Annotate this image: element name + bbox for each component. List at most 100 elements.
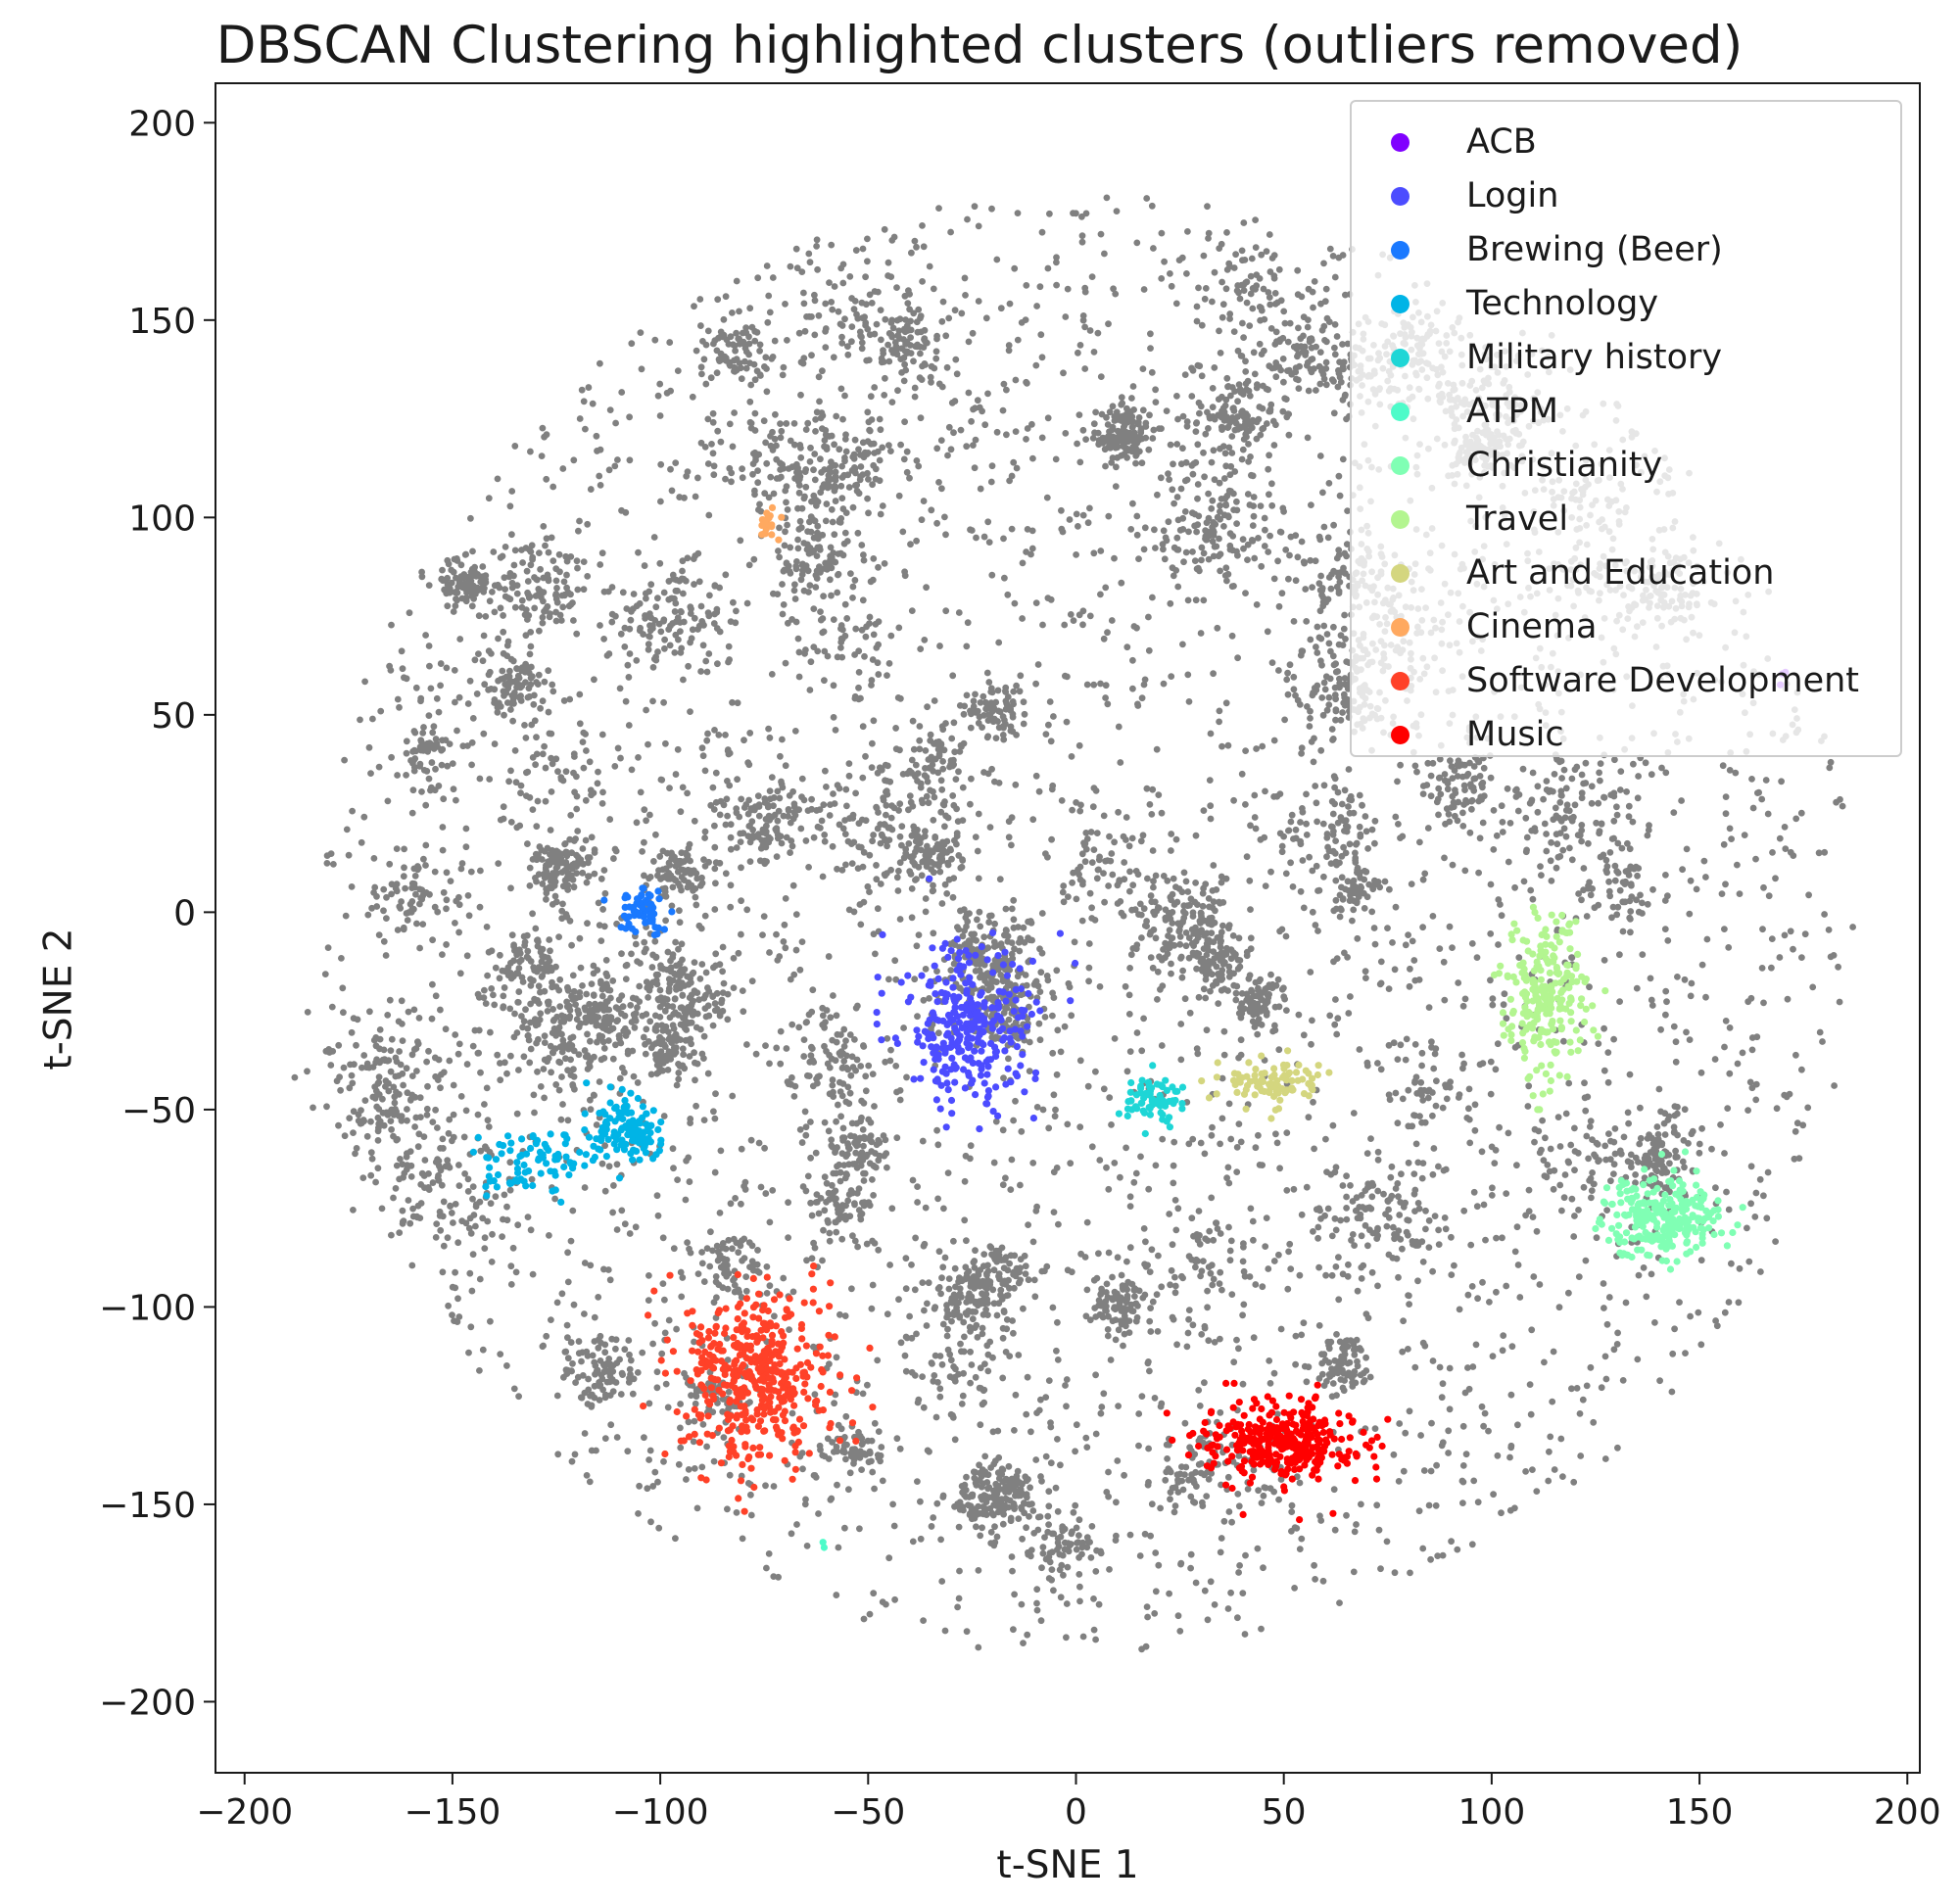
data-point: [507, 1139, 515, 1147]
data-point: [1326, 1428, 1334, 1436]
data-point: [504, 1132, 512, 1140]
data-point: [1633, 1206, 1641, 1214]
data-point: [731, 1360, 739, 1368]
data-point: [1305, 1453, 1313, 1461]
data-point: [1338, 1435, 1346, 1444]
data-point: [930, 1066, 937, 1073]
data-point: [848, 1387, 856, 1395]
data-point: [1642, 1228, 1649, 1236]
data-point: [1540, 929, 1548, 938]
data-point: [759, 1334, 767, 1342]
data-point: [792, 1374, 800, 1382]
data-point: [824, 1352, 833, 1359]
data-point: [1702, 1207, 1710, 1214]
data-point: [1252, 1437, 1260, 1445]
data-point: [1169, 1436, 1176, 1444]
data-point: [768, 523, 776, 531]
data-point: [725, 1452, 733, 1461]
data-point: [988, 1004, 996, 1012]
data-point: [583, 1079, 591, 1087]
data-point: [781, 1393, 788, 1401]
data-point: [469, 1148, 477, 1156]
data-point: [1557, 988, 1565, 997]
data-point: [1021, 1007, 1028, 1015]
data-point: [1683, 1239, 1691, 1247]
data-point: [613, 1146, 621, 1154]
data-point: [736, 1351, 744, 1359]
data-point: [1557, 1023, 1566, 1032]
data-point: [1550, 952, 1557, 960]
data-point: [650, 1287, 658, 1295]
data-point: [761, 1404, 769, 1412]
data-point: [1314, 1421, 1322, 1430]
data-point: [949, 975, 957, 982]
data-point: [975, 1060, 982, 1068]
data-point: [941, 1049, 949, 1057]
data-point: [1685, 1217, 1693, 1225]
data-point: [819, 1539, 827, 1547]
series-christianity: [1592, 1148, 1746, 1273]
data-point: [1594, 1032, 1601, 1040]
data-point: [606, 1083, 614, 1091]
data-point: [1638, 1216, 1646, 1224]
data-point: [779, 1411, 788, 1419]
data-point: [1009, 960, 1017, 969]
data-point: [726, 1448, 735, 1455]
data-point: [848, 1419, 857, 1427]
data-point: [818, 1365, 826, 1374]
data-point: [1141, 1129, 1149, 1138]
data-point: [1507, 1036, 1515, 1044]
data-point: [1661, 1191, 1669, 1199]
data-point: [1163, 1409, 1171, 1417]
data-point: [1346, 1434, 1354, 1442]
data-point: [697, 1381, 705, 1389]
data-point: [988, 928, 997, 937]
data-point: [1555, 970, 1563, 977]
data-point: [1373, 1433, 1381, 1441]
data-point: [1027, 1010, 1035, 1019]
data-point: [1249, 1404, 1257, 1412]
data-point: [695, 1339, 703, 1347]
data-point: [727, 1412, 735, 1420]
data-point: [639, 1103, 647, 1111]
data-point: [1335, 1409, 1343, 1417]
data-point: [1535, 1033, 1543, 1041]
data-point: [904, 972, 912, 979]
data-point: [937, 988, 946, 997]
data-point: [742, 1416, 750, 1424]
data-point: [1698, 1230, 1706, 1238]
data-point: [1604, 1236, 1613, 1244]
data-point: [593, 1135, 600, 1143]
data-point: [1290, 1408, 1298, 1416]
data-point: [1001, 948, 1009, 956]
data-point: [1292, 1421, 1300, 1429]
data-point: [1002, 1080, 1010, 1088]
data-point: [1576, 1036, 1584, 1044]
data-point: [1537, 967, 1545, 975]
data-point: [1542, 1070, 1550, 1077]
data-point: [1266, 1411, 1273, 1419]
data-point: [1672, 1223, 1680, 1231]
data-point: [645, 1311, 652, 1319]
data-point: [536, 1148, 545, 1156]
data-point: [963, 1039, 971, 1047]
data-point: [763, 1273, 771, 1281]
data-point: [968, 1020, 976, 1027]
data-point: [816, 1343, 824, 1351]
plot-frame: [215, 82, 1921, 1774]
data-point: [1017, 1027, 1025, 1035]
data-point: [1566, 1038, 1574, 1046]
data-point: [1689, 1212, 1696, 1219]
data-point: [618, 1124, 626, 1132]
data-point: [1518, 1039, 1527, 1047]
data-point: [787, 1396, 795, 1404]
data-point: [693, 1330, 701, 1338]
data-point: [1283, 1432, 1291, 1441]
data-point: [1252, 1423, 1260, 1431]
data-point: [803, 1358, 812, 1366]
data-point: [1285, 1392, 1293, 1400]
data-point: [915, 1032, 923, 1040]
data-point: [1664, 1214, 1672, 1222]
data-point: [1623, 1251, 1631, 1259]
data-point: [673, 1407, 681, 1416]
